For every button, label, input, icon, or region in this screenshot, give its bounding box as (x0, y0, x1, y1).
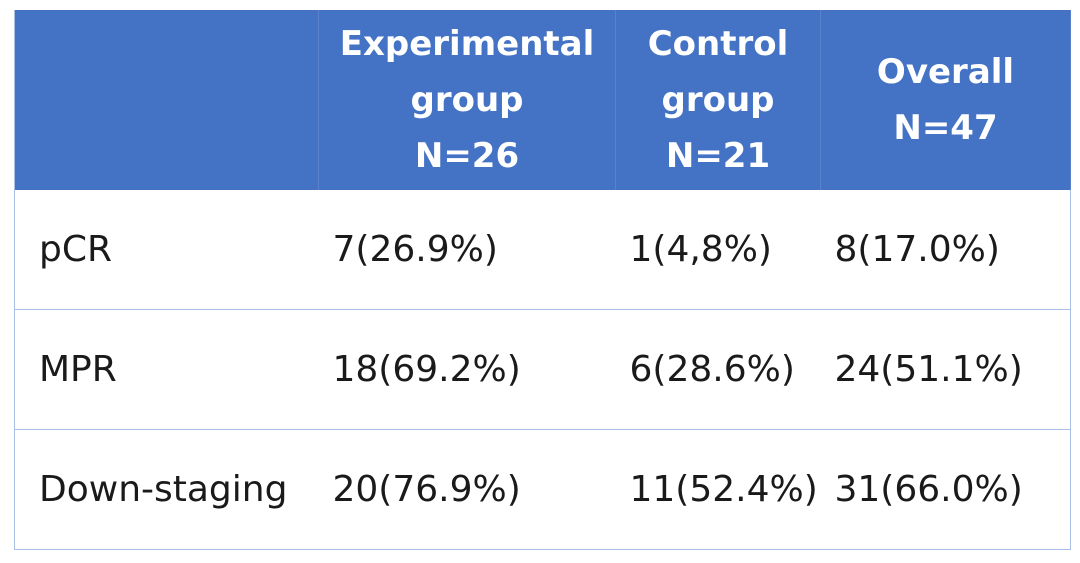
results-table: Experimental group N=26 Control group N=… (14, 10, 1071, 550)
row-label: Down-staging (14, 429, 319, 550)
header-cell: Overall N=47 (820, 10, 1071, 190)
table-cell: 20(76.9%) (318, 429, 616, 550)
table-row: Down-staging 20(76.9%) 11(52.4%) 31(66.0%) (14, 429, 1071, 550)
table-cell: 6(28.6%) (615, 309, 821, 430)
table-row: pCR 7(26.9%) 1(4,8%) 8(17.0%) (14, 190, 1071, 310)
header-cell: Experimental group N=26 (318, 10, 616, 190)
table-cell: 1(4,8%) (615, 190, 821, 310)
header-cell (14, 10, 319, 190)
table-row: MPR 18(69.2%) 6(28.6%) 24(51.1%) (14, 309, 1071, 430)
row-label: MPR (14, 309, 319, 430)
header-row: Experimental group N=26 Control group N=… (14, 10, 1071, 190)
header-cell: Control group N=21 (615, 10, 821, 190)
table-cell: 31(66.0%) (820, 429, 1071, 550)
table-cell: 7(26.9%) (318, 190, 616, 310)
table-cell: 8(17.0%) (820, 190, 1071, 310)
row-label: pCR (14, 190, 319, 310)
table-cell: 11(52.4%) (615, 429, 821, 550)
table-cell: 24(51.1%) (820, 309, 1071, 430)
table-cell: 18(69.2%) (318, 309, 616, 430)
table-body: pCR 7(26.9%) 1(4,8%) 8(17.0%) MPR 18(69.2%) 6(… (14, 190, 1071, 550)
